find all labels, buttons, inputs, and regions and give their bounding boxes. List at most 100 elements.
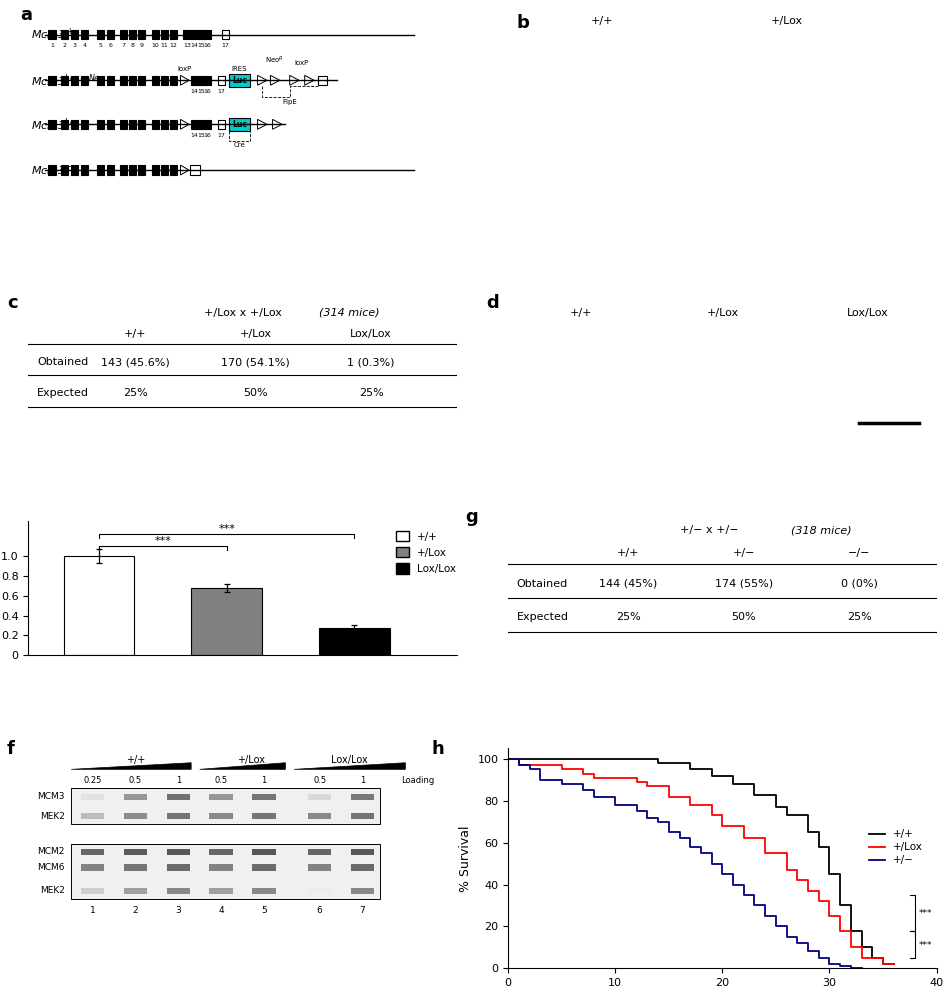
Text: 25%: 25%	[123, 388, 148, 398]
+/−	[749, 899, 761, 911]
Text: 143 (45.6%): 143 (45.6%)	[101, 358, 170, 368]
Text: FlpE: FlpE	[282, 99, 297, 105]
Text: 5: 5	[261, 906, 267, 915]
Text: 17: 17	[218, 133, 225, 138]
+/Lox	[877, 951, 888, 963]
Text: +/+: +/+	[126, 755, 145, 765]
Bar	[253, 793, 276, 800]
+/+	[877, 958, 888, 970]
Text: +/Lox: +/Lox	[771, 16, 802, 26]
Polygon shape	[181, 165, 189, 175]
Text: +/− x +/−: +/− x +/−	[680, 526, 739, 535]
Bar	[80, 849, 104, 855]
Text: 14: 14	[191, 43, 199, 48]
+/Lox	[717, 820, 728, 832]
Bar	[124, 793, 148, 800]
Legend: +/+, +/Lox, Lox/Lox: +/+, +/Lox, Lox/Lox	[392, 527, 460, 578]
Bar	[161, 30, 168, 40]
Text: 17: 17	[218, 89, 225, 94]
Bar	[170, 76, 177, 85]
Polygon shape	[289, 75, 299, 85]
Text: 25%: 25%	[847, 613, 872, 622]
Bar	[203, 76, 211, 85]
Text: Mcm3$^{Lox}$: Mcm3$^{Lox}$	[30, 116, 80, 132]
Text: 12: 12	[169, 43, 178, 48]
Text: 2: 2	[62, 43, 67, 48]
+/Lox	[824, 910, 835, 922]
Text: (318 mice): (318 mice)	[791, 526, 851, 535]
Polygon shape	[200, 763, 286, 770]
+/+	[685, 764, 696, 776]
Bar	[203, 30, 211, 40]
Text: Cre: Cre	[234, 142, 245, 148]
+/Lox	[781, 864, 793, 875]
+/Lox	[834, 910, 846, 922]
Bar	[191, 120, 199, 128]
Text: 1: 1	[90, 906, 96, 915]
Text: 16: 16	[203, 89, 211, 94]
Bar	[120, 166, 127, 175]
Bar	[61, 76, 68, 85]
Y-axis label: % Survival: % Survival	[459, 825, 472, 891]
Bar	[209, 864, 233, 870]
Text: 16: 16	[203, 133, 211, 138]
Text: 5: 5	[98, 43, 102, 48]
Bar	[107, 166, 114, 175]
Text: 1: 1	[261, 776, 267, 784]
+/+	[824, 868, 835, 880]
+/Lox	[663, 781, 674, 792]
Bar	[229, 74, 251, 87]
Text: 14: 14	[191, 89, 199, 94]
Text: Luc: Luc	[232, 76, 247, 85]
+/Lox	[738, 820, 749, 832]
Text: +/Lox: +/Lox	[707, 307, 739, 317]
Bar	[209, 813, 233, 819]
Text: 0.25: 0.25	[83, 776, 102, 784]
Text: b: b	[517, 14, 530, 32]
Text: Expected: Expected	[37, 388, 89, 398]
+/−	[502, 753, 514, 765]
Text: ***: ***	[919, 941, 932, 949]
Bar	[191, 30, 199, 40]
Bar	[129, 76, 136, 85]
Bar	[218, 120, 225, 128]
Bar	[170, 120, 177, 128]
Text: 11: 11	[161, 43, 168, 48]
Bar	[138, 120, 145, 128]
Text: 3: 3	[175, 906, 182, 915]
Text: Neo$^R$: Neo$^R$	[265, 55, 284, 66]
Text: 1: 1	[176, 776, 181, 784]
Bar	[124, 813, 148, 819]
+/−	[802, 946, 814, 957]
+/Lox	[760, 833, 771, 845]
Text: 10: 10	[151, 43, 160, 48]
Text: 25%: 25%	[616, 613, 640, 622]
Text: loxP: loxP	[294, 60, 308, 66]
Bar	[166, 864, 190, 870]
+/+	[727, 779, 739, 790]
Bar	[191, 588, 262, 655]
Bar	[152, 166, 159, 175]
Text: +/Lox x +/Lox: +/Lox x +/Lox	[203, 307, 282, 317]
Text: Luc: Luc	[232, 120, 247, 128]
Text: 50%: 50%	[731, 613, 756, 622]
+/Lox	[813, 885, 824, 897]
Polygon shape	[181, 120, 189, 129]
Polygon shape	[181, 75, 189, 85]
Polygon shape	[294, 763, 405, 770]
Polygon shape	[71, 763, 191, 770]
+/Lox	[513, 753, 524, 765]
Text: 9: 9	[139, 43, 144, 48]
Bar	[198, 76, 204, 85]
+/Lox	[631, 772, 642, 783]
Text: IRES: IRES	[232, 66, 247, 72]
Text: 170 (54.1%): 170 (54.1%)	[221, 358, 289, 368]
Bar	[71, 166, 79, 175]
+/Lox	[641, 776, 653, 787]
Bar	[253, 864, 276, 870]
Polygon shape	[305, 75, 314, 85]
Text: ***: ***	[919, 909, 932, 918]
Legend: +/+, +/Lox, +/−: +/+, +/Lox, +/−	[865, 825, 927, 869]
+/Lox	[760, 847, 771, 859]
Text: Lox/Lox: Lox/Lox	[847, 307, 889, 317]
